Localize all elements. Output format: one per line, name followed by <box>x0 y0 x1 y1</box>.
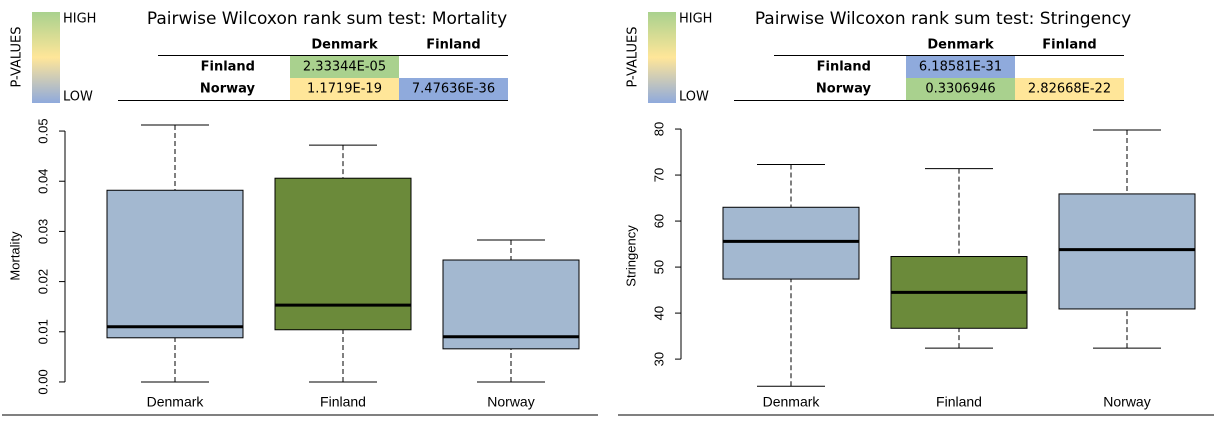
x-tick-label: Denmark <box>763 394 821 410</box>
legend-high: HIGH <box>63 12 96 27</box>
x-tick-label: Finland <box>320 394 366 410</box>
chart-title: Pairwise Wilcoxon rank sum test: Stringe… <box>755 9 1131 29</box>
y-tick-label: 0.01 <box>35 319 50 344</box>
box <box>722 206 860 280</box>
legend-high: HIGH <box>679 12 712 27</box>
legend-title: P-VALUES <box>626 26 641 87</box>
table-header: Finland <box>426 38 480 53</box>
table-header: Denmark <box>311 38 378 53</box>
y-tick-label: 0.04 <box>35 169 50 194</box>
table-row-label: Finland <box>817 60 871 75</box>
table-cell <box>399 78 508 100</box>
y-tick-label: 0.02 <box>35 269 50 294</box>
table-cell-text: 2.82668E-22 <box>1028 82 1111 97</box>
table-row-label: Finland <box>201 60 255 75</box>
legend-low: LOW <box>679 90 709 105</box>
x-tick-label: Denmark <box>147 394 205 410</box>
box <box>442 259 580 350</box>
x-tick-label: Norway <box>1103 394 1150 410</box>
table-cell-text: 7.47636E-36 <box>412 82 495 97</box>
table-cell-text: 6.18581E-31 <box>919 60 1002 75</box>
x-tick-label: Finland <box>936 394 982 410</box>
legend-title: P-VALUES <box>10 26 25 87</box>
y-tick-label: 30 <box>651 352 666 366</box>
y-tick-label: 0.00 <box>35 369 50 394</box>
y-tick-label: 40 <box>651 306 666 320</box>
table-header: Denmark <box>927 38 994 53</box>
table-row-label: Norway <box>816 82 872 97</box>
table-cell-text: 0.3306946 <box>925 82 995 97</box>
table-cell <box>1015 78 1124 100</box>
box <box>106 189 244 339</box>
y-tick-label: 0.05 <box>35 118 50 143</box>
y-axis-label: Stringency <box>623 225 638 287</box>
legend-gradient <box>648 12 676 103</box>
box <box>274 177 412 331</box>
y-tick-label: 50 <box>651 260 666 274</box>
y-tick-label: 70 <box>651 168 666 182</box>
y-tick-label: 80 <box>651 122 666 136</box>
table-cell <box>906 78 1015 100</box>
table-cell <box>906 56 1015 78</box>
legend-gradient <box>32 12 60 103</box>
x-tick-label: Norway <box>487 394 534 410</box>
y-axis-label: Mortality <box>7 231 22 281</box>
legend-low: LOW <box>63 90 93 105</box>
table-cell-text: 2.33344E-05 <box>303 60 386 75</box>
chart-title: Pairwise Wilcoxon rank sum test: Mortali… <box>147 9 507 29</box>
y-tick-label: 0.03 <box>35 219 50 244</box>
box <box>1058 193 1196 310</box>
y-tick-label: 60 <box>651 214 666 228</box>
table-cell <box>290 78 399 100</box>
table-cell <box>290 56 399 78</box>
table-row-label: Norway <box>200 82 256 97</box>
table-cell-text: 1.1719E-19 <box>307 82 382 97</box>
table-header: Finland <box>1042 38 1096 53</box>
